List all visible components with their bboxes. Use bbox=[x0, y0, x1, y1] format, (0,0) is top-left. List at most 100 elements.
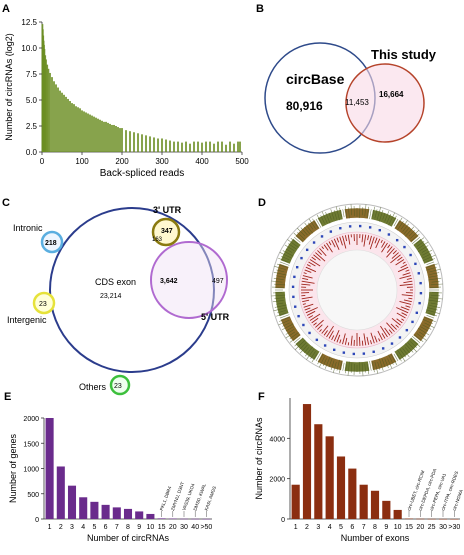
annotation-label: circ-NGMA bbox=[452, 489, 464, 511]
bar bbox=[202, 519, 210, 520]
expression-mark bbox=[388, 233, 390, 235]
circrna-bar bbox=[362, 341, 363, 346]
bar bbox=[217, 142, 219, 152]
bar bbox=[237, 142, 239, 152]
expression-mark bbox=[333, 349, 335, 351]
x-tick-label: 15 bbox=[405, 524, 413, 531]
expression-mark bbox=[313, 241, 315, 243]
bar bbox=[83, 111, 85, 152]
expression-mark bbox=[403, 246, 405, 248]
bar bbox=[95, 118, 97, 152]
bar bbox=[173, 142, 175, 152]
venn-label-3utr: 3' UTR bbox=[153, 205, 182, 215]
expression-mark bbox=[300, 257, 302, 259]
bar bbox=[157, 138, 159, 152]
bar bbox=[55, 84, 57, 152]
bar bbox=[428, 519, 436, 520]
bar bbox=[394, 510, 402, 519]
bar bbox=[129, 131, 131, 152]
bar bbox=[87, 114, 89, 152]
bar bbox=[189, 144, 191, 152]
bar bbox=[125, 130, 127, 152]
y-tick-label: 4000 bbox=[269, 436, 285, 443]
bar bbox=[107, 123, 109, 152]
bar bbox=[169, 141, 171, 152]
panel-label-b: B bbox=[256, 3, 264, 15]
y-tick-label: 10.0 bbox=[21, 44, 37, 53]
panel-label-e: E bbox=[4, 391, 11, 403]
expression-mark bbox=[353, 353, 355, 355]
y-tick-label: 1500 bbox=[23, 441, 39, 448]
bar bbox=[89, 115, 91, 152]
density-tick bbox=[343, 363, 344, 371]
bar bbox=[360, 485, 368, 519]
bar bbox=[117, 127, 119, 152]
bar bbox=[111, 125, 113, 152]
expression-mark bbox=[359, 225, 361, 227]
expression-mark bbox=[294, 306, 296, 308]
venn-label-this-study: This study bbox=[371, 47, 437, 62]
bar bbox=[133, 132, 135, 152]
bar bbox=[57, 88, 59, 152]
bar bbox=[326, 436, 334, 519]
venn-label-intergenic: Intergenic bbox=[7, 315, 47, 325]
y-tick-label: 2000 bbox=[269, 477, 285, 484]
bar bbox=[63, 95, 65, 152]
bar bbox=[149, 136, 151, 152]
x-tick-label: 8 bbox=[373, 524, 377, 531]
bar bbox=[119, 128, 121, 152]
expression-mark bbox=[391, 342, 393, 344]
venn-c-genomic-origin: CDS exon 23,214 Intronic 218 Intergenic … bbox=[7, 205, 230, 394]
x-tick-label: 40 bbox=[191, 524, 199, 531]
expression-mark bbox=[396, 239, 398, 241]
annotation-label: KASI, AMGS bbox=[204, 485, 218, 511]
venn-count-3utr-overlap: 163 bbox=[152, 237, 163, 243]
bar bbox=[193, 142, 195, 152]
bar bbox=[382, 501, 390, 519]
y-tick-label: 500 bbox=[27, 492, 39, 499]
y-tick-label: 1000 bbox=[23, 467, 39, 474]
bar bbox=[109, 124, 111, 152]
expression-mark bbox=[302, 324, 304, 326]
bar bbox=[51, 77, 53, 152]
venn-count-intronic: 218 bbox=[45, 240, 57, 247]
y-tick-label: 12.5 bbox=[21, 18, 37, 27]
density-tick bbox=[370, 209, 372, 219]
x-tick-label: 30 bbox=[439, 524, 447, 531]
bar bbox=[61, 93, 63, 152]
bar bbox=[191, 519, 199, 520]
bar bbox=[337, 456, 345, 519]
x-tick-label: 400 bbox=[195, 157, 209, 166]
bar bbox=[145, 135, 147, 152]
center-disc bbox=[317, 250, 397, 330]
y-tick-label: 7.5 bbox=[26, 70, 38, 79]
venn-count-cds-exon: 23,214 bbox=[100, 293, 122, 300]
expression-mark bbox=[324, 344, 326, 346]
bar bbox=[348, 469, 356, 519]
bar bbox=[209, 142, 211, 152]
bar bbox=[181, 143, 183, 152]
expression-mark bbox=[330, 230, 332, 232]
x-axis-label: Back-spliced reads bbox=[100, 168, 184, 179]
bar bbox=[101, 121, 103, 152]
venn-label-circbase: circBase bbox=[286, 71, 345, 87]
x-tick-label: 2 bbox=[59, 524, 63, 531]
x-tick-label: 200 bbox=[115, 157, 129, 166]
x-tick-label: 7 bbox=[115, 524, 119, 531]
circos-plot bbox=[271, 204, 443, 376]
density-tick bbox=[343, 209, 344, 217]
x-tick-label: 7 bbox=[362, 524, 366, 531]
bar bbox=[177, 142, 179, 152]
bar bbox=[213, 144, 215, 152]
bar bbox=[161, 138, 163, 152]
bar bbox=[79, 497, 87, 519]
bar bbox=[124, 509, 132, 519]
bar bbox=[233, 144, 235, 152]
bar bbox=[205, 142, 207, 152]
bar bbox=[121, 128, 123, 152]
expression-mark bbox=[308, 332, 310, 334]
expression-mark bbox=[411, 321, 413, 323]
venn-label-others: Others bbox=[79, 382, 107, 392]
